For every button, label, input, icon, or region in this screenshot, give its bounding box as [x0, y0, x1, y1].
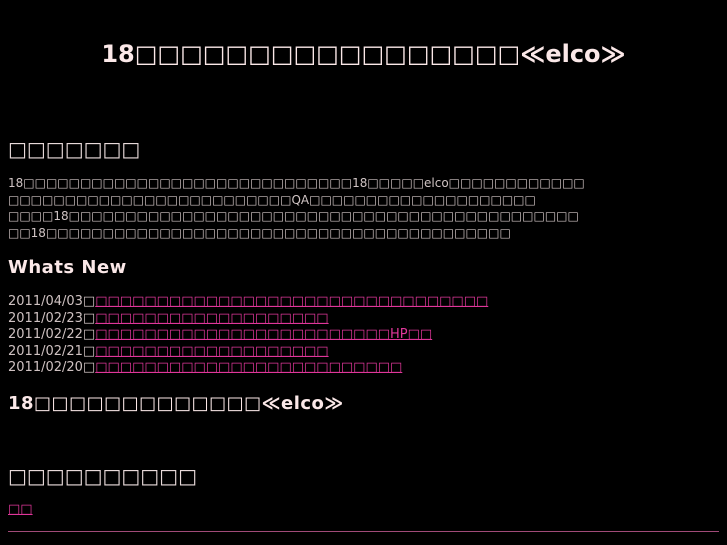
- intro-line: □□□□□□□□□□□□□□□□□□□□□□□□□QA□□□□□□□□□□□□□…: [8, 192, 536, 207]
- section-heading: □□□□□□□□□□: [8, 464, 197, 488]
- news-item: 2011/04/03□□□□□□□□□□□□□□□□□□□□□□□□□□□□□□…: [8, 294, 488, 311]
- news-date: 2011/02/22□: [8, 327, 96, 342]
- news-link[interactable]: □□□□□□□□□□□□□□□□□□□: [95, 310, 329, 326]
- news-item: 2011/02/22□□□□□□□□□□□□□□□□□□□□□□□□□HP□□: [8, 327, 488, 344]
- news-link[interactable]: □□□□□□□□□□□□□□□□□□□□□□□□HP□□: [95, 327, 433, 342]
- news-item: 2011/02/23□□□□□□□□□□□□□□□□□□□□: [8, 311, 488, 328]
- news-list: 2011/04/03□□□□□□□□□□□□□□□□□□□□□□□□□□□□□□…: [8, 294, 488, 377]
- divider: [8, 531, 719, 532]
- news-date: 2011/02/20□: [8, 360, 96, 375]
- news-date: 2011/04/03□: [8, 294, 96, 309]
- intro-line: □□□□18□□□□□□□□□□□□□□□□□□□□□□□□□□□□□□□□□□…: [8, 209, 579, 223]
- site-name-heading: 18□□□□□□□□□□□□□≪elco≫: [8, 393, 344, 414]
- intro-line: □□18□□□□□□□□□□□□□□□□□□□□□□□□□□□□□□□□□□□□…: [8, 225, 511, 240]
- news-date: 2011/02/23□: [8, 310, 96, 326]
- news-item: 2011/02/21□□□□□□□□□□□□□□□□□□□□: [8, 344, 488, 361]
- section-link[interactable]: □□: [8, 502, 33, 517]
- intro-text: 18□□□□□□□□□□□□□□□□□□□□□□□□□□□□□18□□□□□el…: [8, 175, 585, 241]
- news-link[interactable]: □□□□□□□□□□□□□□□□□□□□□□□□□: [95, 360, 403, 375]
- news-item: 2011/02/20□□□□□□□□□□□□□□□□□□□□□□□□□□: [8, 360, 488, 377]
- intro-heading: □□□□□□□: [8, 137, 141, 161]
- site-title: 18□□□□□□□□□□□□□□□□□≪elco≫: [101, 40, 626, 68]
- whats-new-heading: Whats New: [8, 257, 127, 278]
- news-link[interactable]: □□□□□□□□□□□□□□□□□□□□□□□□□□□□□□□□: [95, 294, 489, 309]
- news-link[interactable]: □□□□□□□□□□□□□□□□□□□: [95, 343, 329, 359]
- intro-line: 18□□□□□□□□□□□□□□□□□□□□□□□□□□□□□18□□□□□el…: [8, 176, 585, 190]
- news-date: 2011/02/21□: [8, 343, 96, 359]
